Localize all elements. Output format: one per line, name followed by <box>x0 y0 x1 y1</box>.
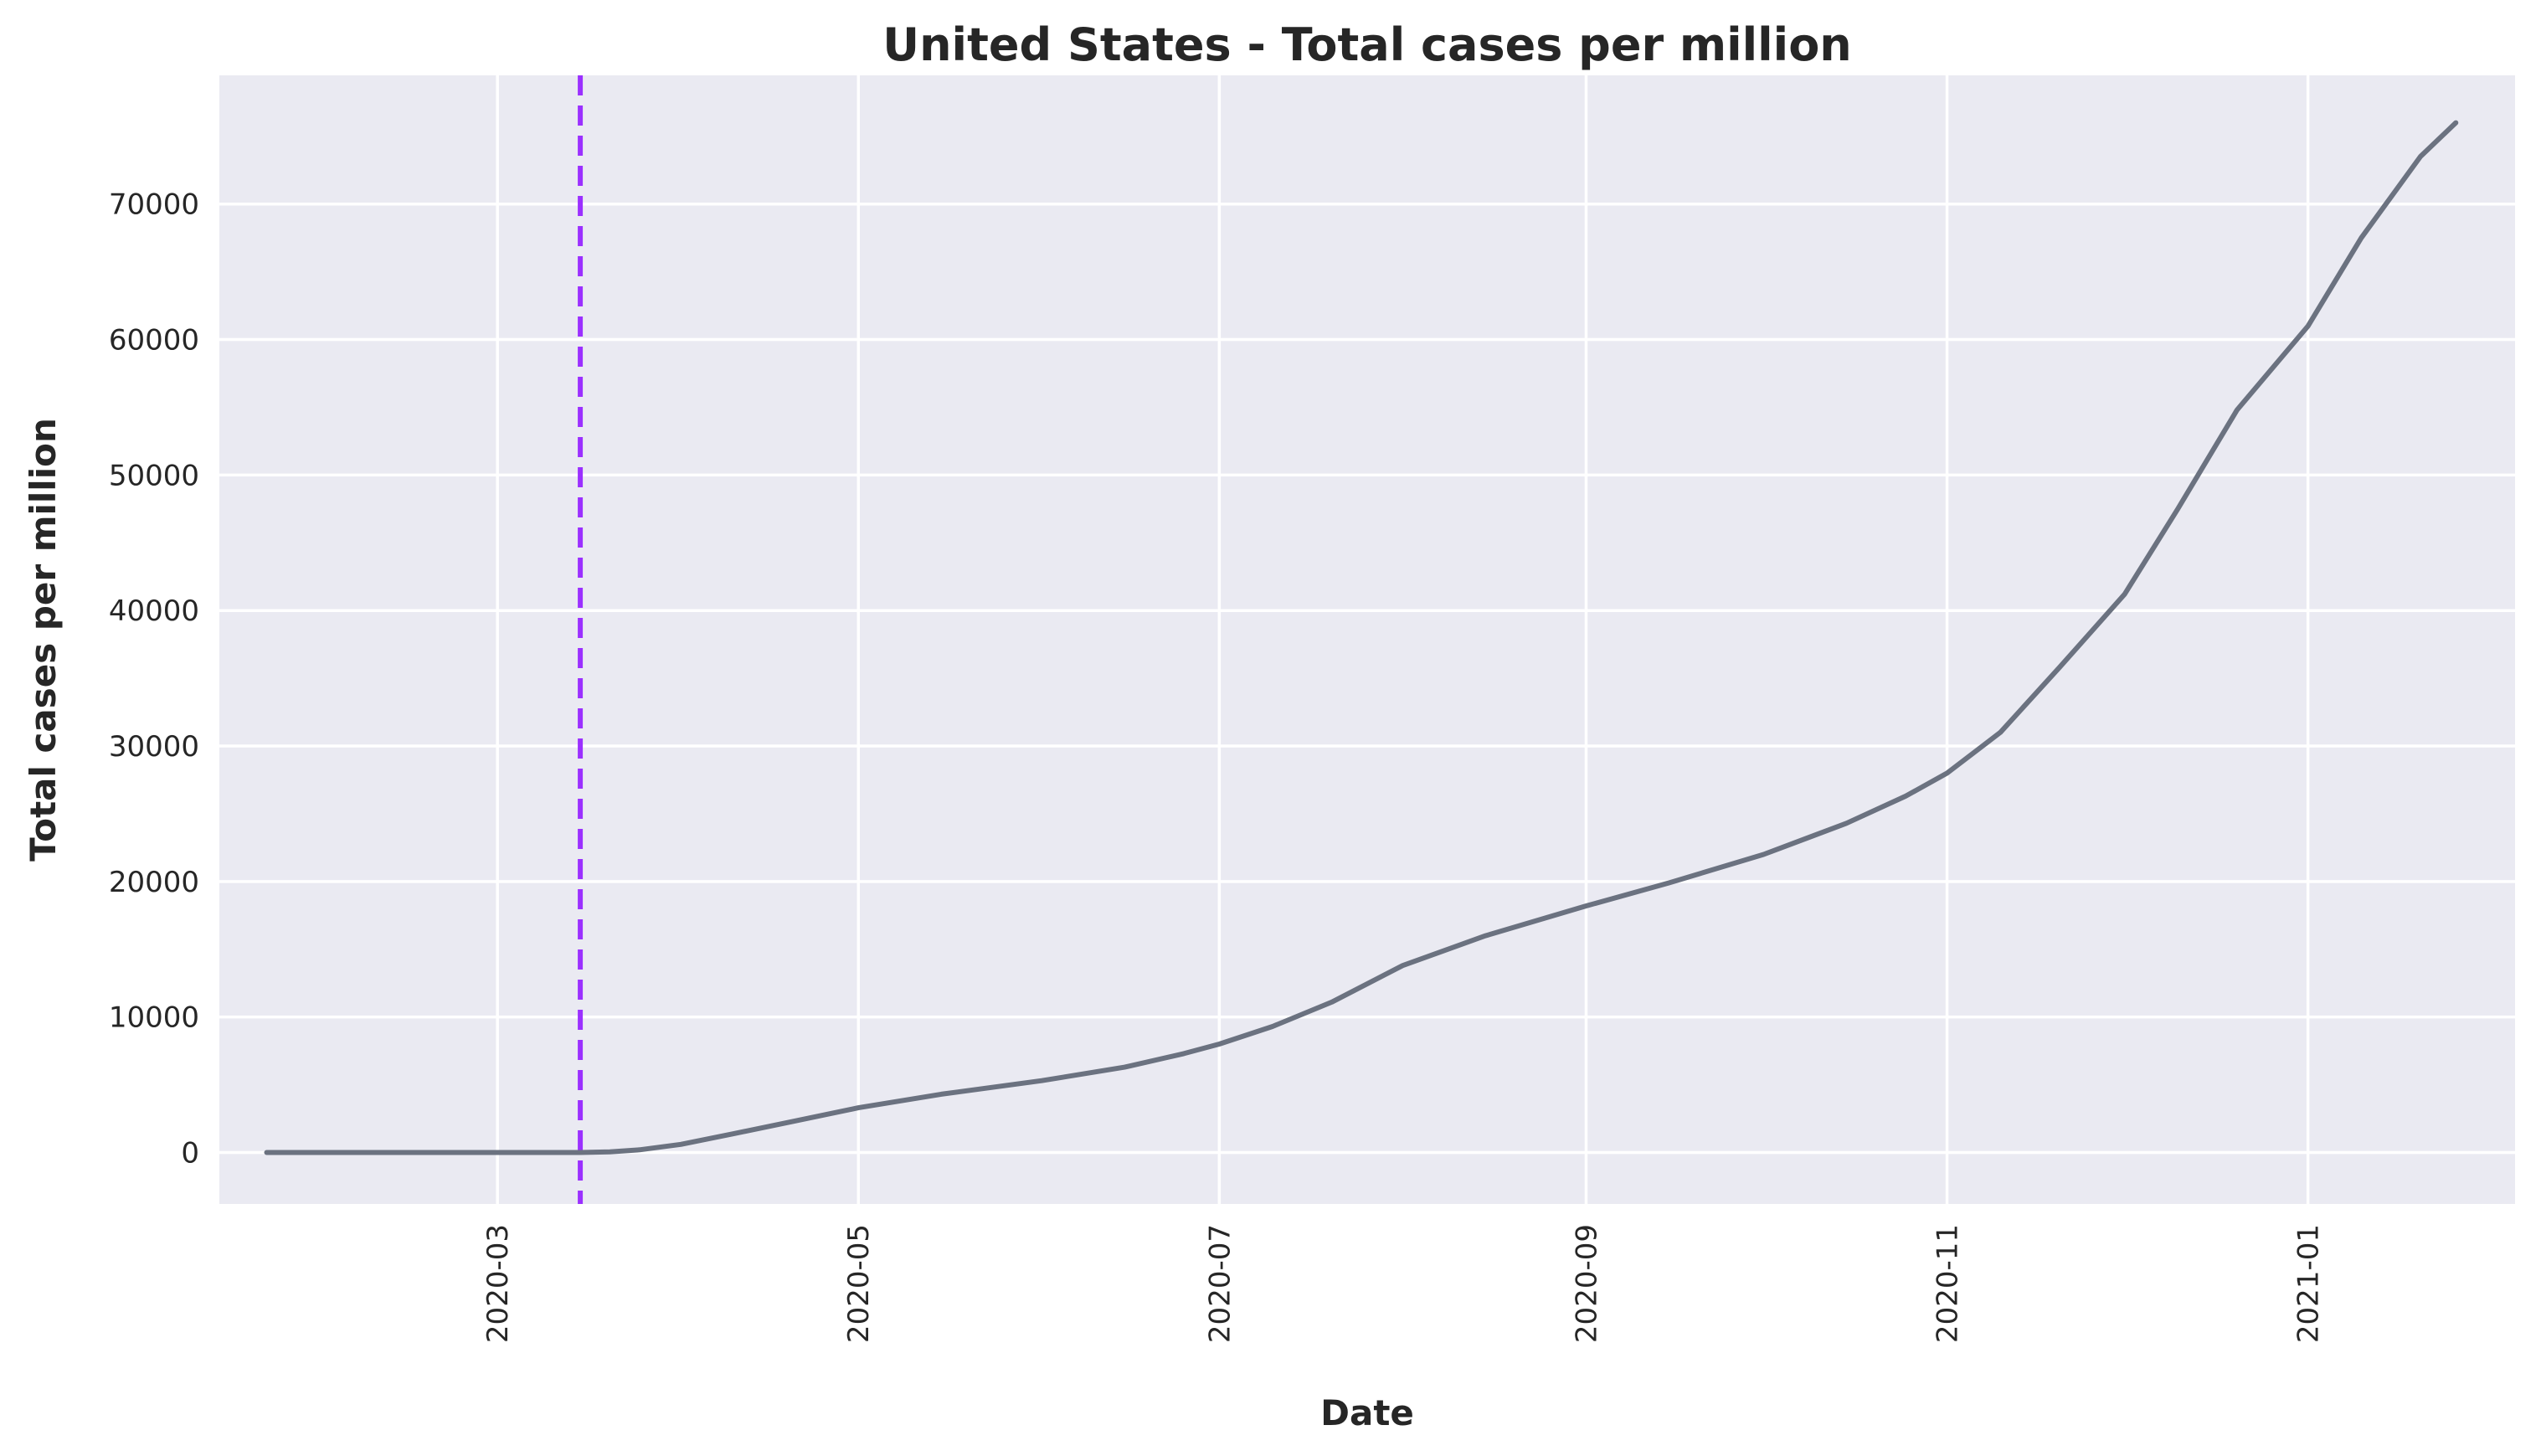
y-tick-label: 70000 <box>109 188 199 222</box>
x-axis-label: Date <box>1320 1392 1414 1433</box>
x-axis-ticks: 2020-03 2020-05 2020-07 2020-09 2020-11 2021-… <box>481 1224 2326 1343</box>
x-tick-label: 2020-09 <box>1570 1224 1603 1343</box>
y-tick-label: 0 <box>181 1137 199 1170</box>
plot-area <box>219 75 2515 1204</box>
chart-title: United States - Total cases per million <box>882 18 1851 71</box>
x-tick-label: 2020-11 <box>1931 1224 1965 1343</box>
x-tick-label: 2021-01 <box>2292 1224 2326 1343</box>
x-tick-label: 2020-07 <box>1203 1224 1237 1343</box>
y-tick-label: 20000 <box>109 866 199 899</box>
y-tick-label: 10000 <box>109 1001 199 1035</box>
y-tick-label: 50000 <box>109 459 199 492</box>
x-tick-label: 2020-03 <box>481 1224 515 1343</box>
y-tick-label: 40000 <box>109 594 199 628</box>
y-axis-label: Total cases per million <box>23 418 64 862</box>
grid <box>219 75 2515 1204</box>
y-tick-label: 30000 <box>109 730 199 764</box>
y-tick-label: 60000 <box>109 324 199 358</box>
y-axis-ticks: 0 10000 20000 30000 40000 50000 60000 70000 <box>109 188 199 1170</box>
x-tick-label: 2020-05 <box>842 1224 876 1343</box>
series-line <box>264 120 2459 1155</box>
